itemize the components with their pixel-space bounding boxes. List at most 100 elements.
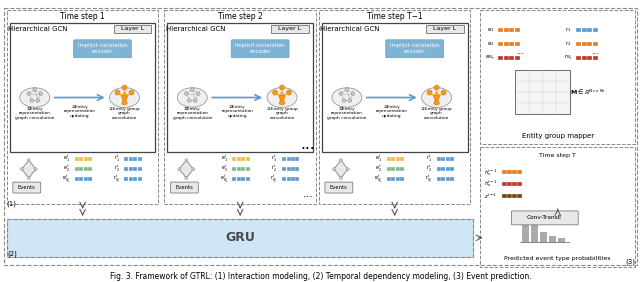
Bar [271,25,309,33]
Text: ③Entity group
graph
convolution: ③Entity group graph convolution [109,107,140,120]
Bar [587,42,592,46]
Circle shape [193,99,197,102]
Bar [531,224,538,242]
Bar [593,42,598,46]
Text: ...: ... [516,47,524,56]
Bar [391,157,396,161]
Bar [481,10,635,144]
Bar [322,23,467,152]
Circle shape [184,92,188,95]
Bar [296,168,300,171]
Circle shape [351,92,355,95]
Circle shape [427,90,432,95]
Circle shape [191,88,194,91]
Bar [587,56,592,60]
Bar [237,168,241,171]
Circle shape [122,100,127,105]
Bar [508,194,512,198]
Circle shape [280,100,285,105]
Bar [75,177,79,181]
Bar [576,56,581,60]
Ellipse shape [109,87,140,107]
Bar [246,157,250,161]
Bar [387,157,391,161]
Circle shape [273,90,278,95]
Circle shape [122,85,127,90]
Text: ②Entity
representation
updating: ②Entity representation updating [63,105,95,118]
Bar [241,168,245,171]
Circle shape [27,92,31,95]
Bar [79,157,83,161]
Circle shape [280,85,285,90]
Bar [499,42,504,46]
Text: Time step 2: Time step 2 [218,12,262,21]
Text: ①Entity
representation
graph convolution: ①Entity representation graph convolution [173,107,212,120]
Bar [515,56,520,60]
Bar [287,168,291,171]
Bar [134,177,138,181]
Bar [441,168,445,171]
Bar [509,56,515,60]
Bar [84,177,88,181]
Circle shape [339,177,342,180]
Bar [291,168,295,171]
Text: Hierarchical GCN: Hierarchical GCN [166,26,225,32]
Circle shape [33,88,36,91]
Circle shape [339,159,342,162]
Text: r$_2$: r$_2$ [565,39,572,48]
Bar [504,28,509,32]
Bar [450,168,454,171]
Bar [129,177,133,181]
Circle shape [434,100,439,105]
Bar [232,168,236,171]
Text: ①Entity
representation
graph convolution: ①Entity representation graph convolution [327,107,367,120]
Polygon shape [179,160,193,178]
Bar [75,168,79,171]
Bar [134,168,138,171]
Bar [79,168,83,171]
Bar [291,157,295,161]
Bar [436,177,440,181]
Bar [129,168,133,171]
Text: Time step T−1: Time step T−1 [367,12,422,21]
Bar [445,177,449,181]
Bar [549,236,556,242]
Bar [134,157,138,161]
Text: r$^t_{N_r}$: r$^t_{N_r}$ [113,174,120,185]
Bar [291,177,295,181]
Circle shape [192,168,195,171]
Bar [436,168,440,171]
Text: Implicit correlation: Implicit correlation [236,43,285,48]
Circle shape [178,168,181,171]
Bar [79,177,83,181]
Bar [582,28,587,32]
Text: e$_1$: e$_1$ [486,26,494,34]
Text: $h_s^{t-1}$: $h_s^{t-1}$ [484,167,497,178]
Text: ...: ... [303,189,314,199]
Bar [138,157,142,161]
Bar [84,157,88,161]
Text: ...: ... [301,137,316,152]
Bar [509,42,515,46]
Text: ②Entity
representation
updating: ②Entity representation updating [221,105,253,118]
Bar [241,157,245,161]
Circle shape [348,99,351,102]
Text: Layer L: Layer L [433,26,456,31]
Text: r$^t_2$: r$^t_2$ [113,164,120,174]
Text: encoder: encoder [92,49,113,54]
Bar [7,10,158,204]
Text: ③Entity group
graph
convolution: ③Entity group graph convolution [267,107,298,120]
Text: e$^t_1$: e$^t_1$ [375,154,382,164]
Bar [499,56,504,60]
Bar [75,157,79,161]
Circle shape [346,168,349,171]
Bar [232,177,236,181]
Circle shape [345,88,349,91]
Bar [396,157,400,161]
Text: GRU: GRU [225,231,255,244]
Text: Layer L: Layer L [278,26,301,31]
Circle shape [196,92,200,95]
Bar [576,42,581,46]
Bar [593,28,598,32]
Bar [502,182,507,186]
